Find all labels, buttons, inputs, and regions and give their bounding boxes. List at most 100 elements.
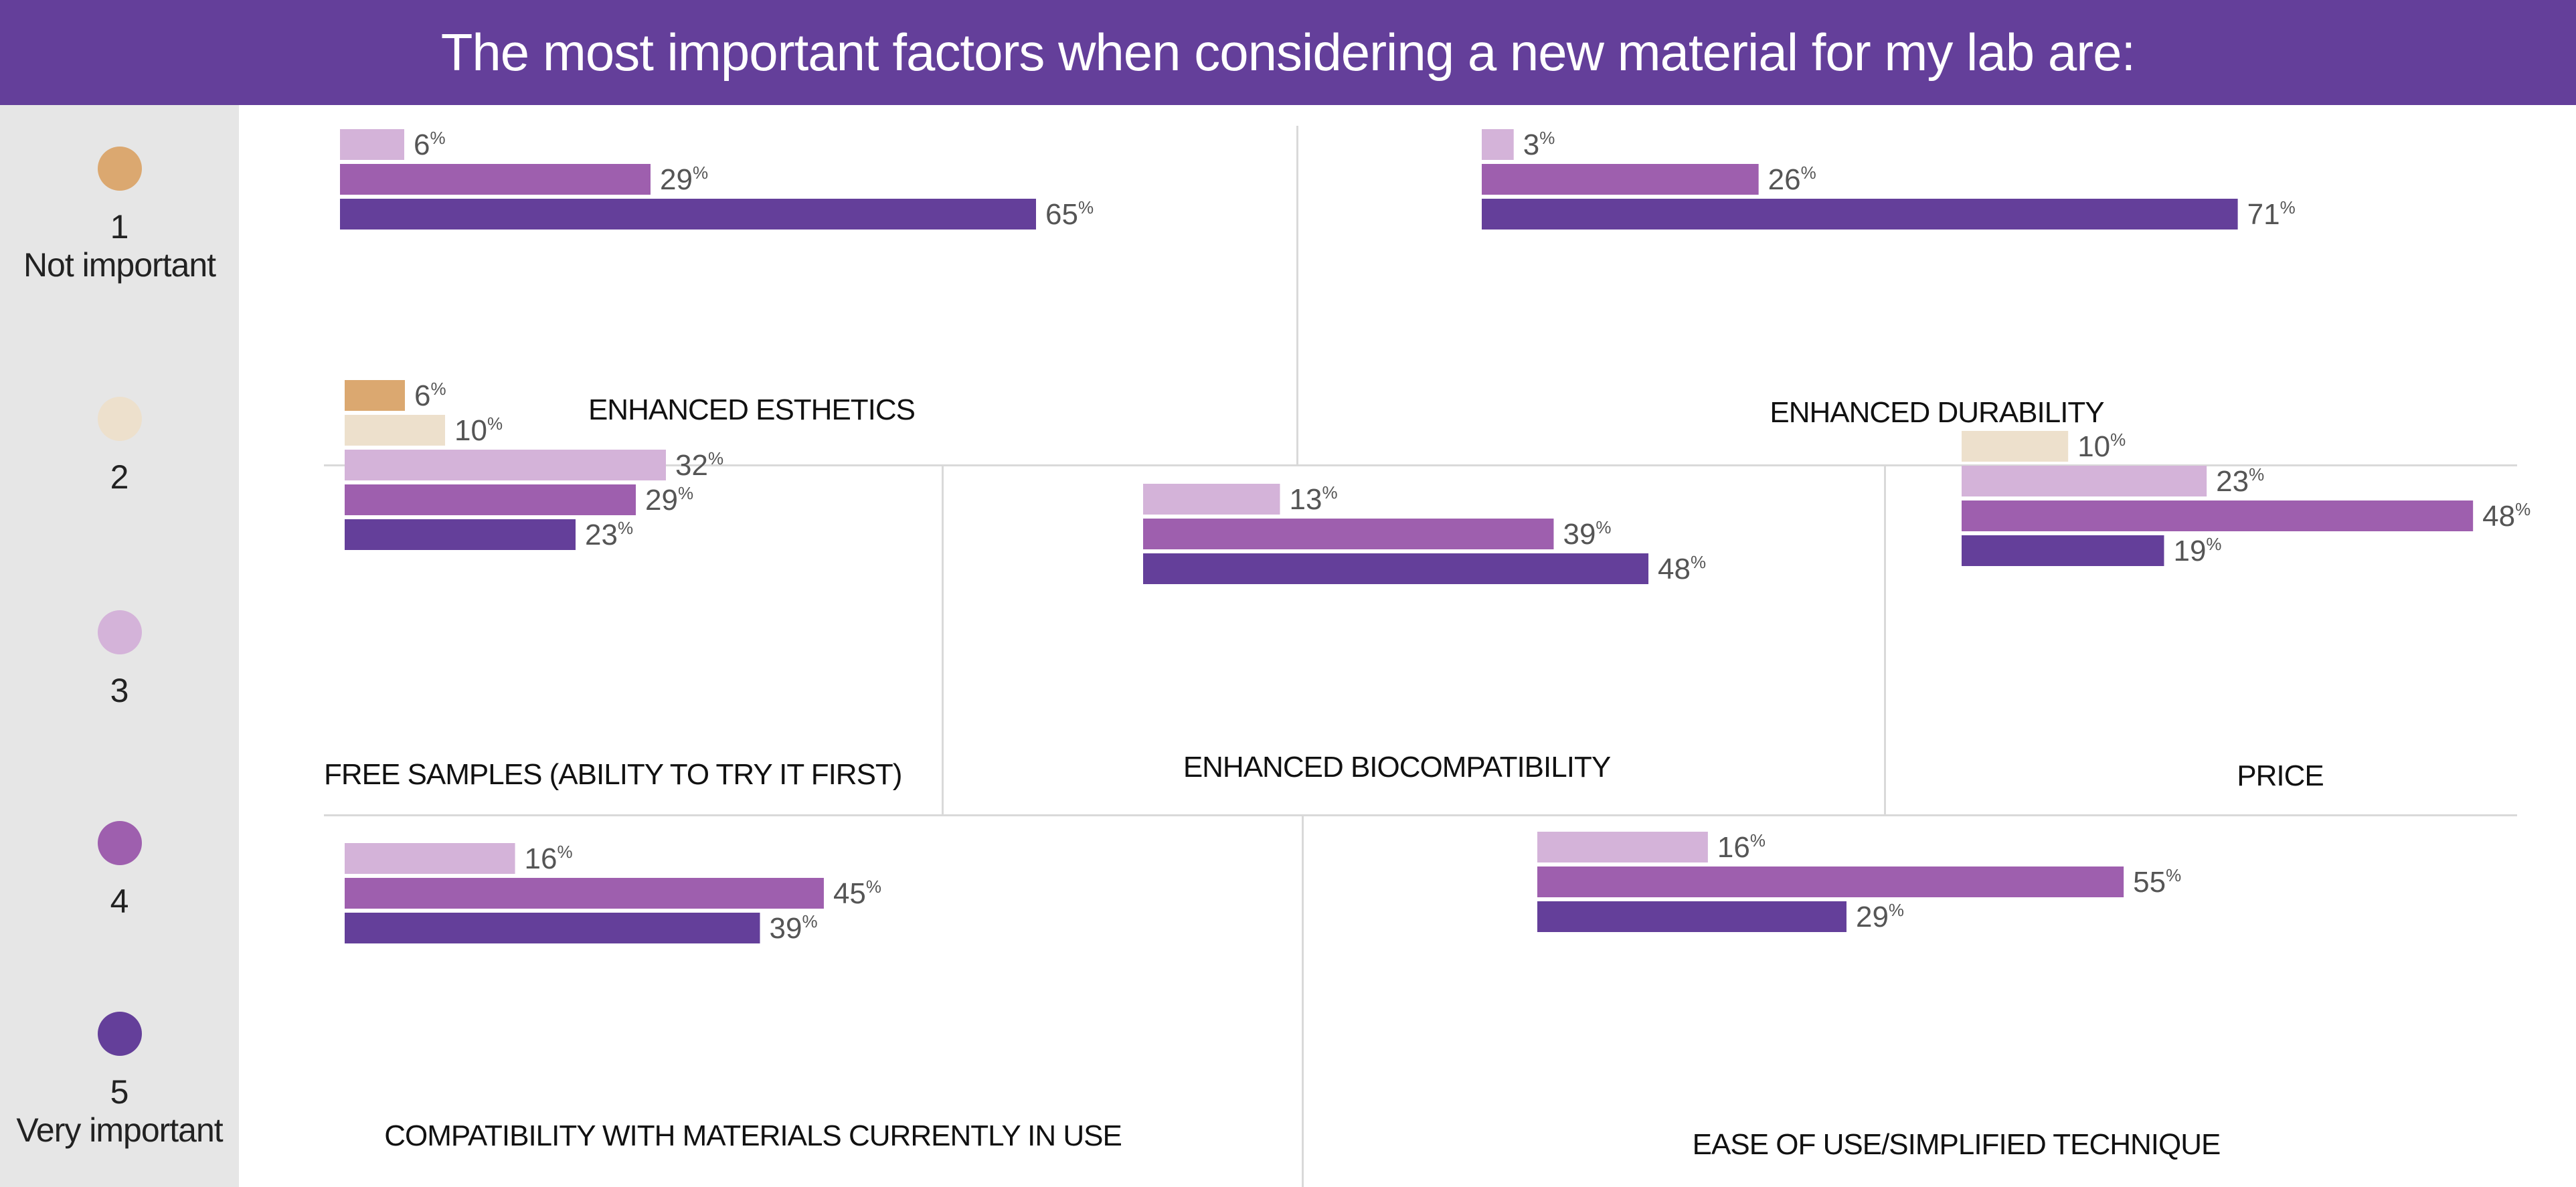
chart-panel-price: 10% 23% 48% 19% PRICE: [1962, 430, 2530, 792]
legend-number: 5: [110, 1073, 129, 1111]
bar-value-label: 6%: [414, 128, 446, 161]
legend-dot-5: [97, 1012, 142, 1056]
legend-dot-2: [97, 397, 142, 441]
bar-value-label: 39%: [769, 911, 817, 945]
percent-sign: %: [618, 518, 633, 538]
percent-sign: %: [557, 842, 573, 862]
divider-vertical-top: [1296, 126, 1298, 464]
percent-sign: %: [1322, 482, 1337, 503]
legend-item-1: 1 Not important: [0, 147, 239, 284]
divider-vertical-mid-1: [942, 466, 944, 814]
chart-panel-enhanced-esthetics: 6% 29% 65% ENHANCED ESTHETICS: [0, 0, 1296, 464]
percent-sign: %: [2110, 430, 2126, 450]
percent-sign: %: [2515, 499, 2530, 519]
chart-panel-compatibility: 16% 45% 39% COMPATIBILITY WITH MATERIALS C…: [345, 842, 1122, 1152]
legend-item-3: 3: [0, 610, 239, 709]
bar-rating-3: [345, 450, 666, 480]
bar-rating-5: [1482, 199, 2238, 230]
bar-rating-4: [1482, 164, 1759, 195]
percent-sign: %: [1539, 128, 1555, 148]
percent-sign: %: [2206, 534, 2221, 554]
bar-value-label: 71%: [2247, 197, 2296, 231]
chart-panel-free-samples: 6% 10% 32% 29% 23% FREE SAMPLES (ABILITY TO …: [0, 0, 942, 814]
bar-chart: 13%39%48%: [1143, 482, 1706, 585]
bar-rating-3: [1482, 129, 1514, 160]
divider-horizontal-1: [324, 464, 2517, 466]
chart-title: COMPATIBILITY WITH MATERIALS CURRENTLY I…: [384, 1119, 1122, 1152]
percent-sign: %: [802, 911, 817, 931]
bar-value-label: 6%: [414, 379, 446, 412]
bar-rating-5: [340, 199, 1036, 230]
legend-number: 2: [110, 458, 129, 496]
percent-sign: %: [2166, 865, 2181, 885]
divider-vertical-mid-2: [1884, 466, 1886, 814]
bar-rating-5: [345, 519, 576, 550]
percent-sign: %: [1691, 552, 1706, 572]
bar-chart: 6%10%32%29%23%: [345, 379, 723, 551]
legend-dot-4: [97, 821, 142, 865]
legend-number: 4: [110, 883, 129, 920]
bar-rating-3: [340, 129, 404, 160]
bar-value-label: 55%: [2133, 865, 2181, 899]
bar-rating-4: [340, 164, 651, 195]
bar-rating-4: [345, 878, 824, 909]
chart-panel-enhanced-durability: 3% 26% 71% ENHANCED DURABILITY: [0, 0, 2576, 464]
percent-sign: %: [2280, 197, 2296, 217]
percent-sign: %: [866, 877, 881, 897]
percent-sign: %: [430, 379, 446, 399]
bar-rating-4: [1537, 866, 2124, 897]
percent-sign: %: [2249, 464, 2264, 484]
bar-rating-3: [1537, 832, 1708, 862]
percent-sign: %: [1750, 830, 1766, 850]
rating-legend: 1 Not important 2 3 4 5 Very important: [0, 105, 239, 1187]
bar-rating-5: [345, 913, 760, 943]
legend-label: Not important: [23, 246, 216, 284]
bar-chart: 3%26%71%: [1482, 128, 2296, 231]
percent-sign: %: [693, 163, 708, 183]
bar-rating-5: [1962, 535, 2164, 566]
percent-sign: %: [487, 414, 503, 434]
percent-sign: %: [1889, 900, 1904, 920]
chart-title: FREE SAMPLES (ABILITY TO TRY IT FIRST): [324, 758, 902, 791]
divider-vertical-bottom: [1302, 816, 1304, 1187]
bar-rating-2: [345, 415, 445, 446]
divider-horizontal-2: [324, 814, 2517, 816]
percent-sign: %: [708, 448, 723, 468]
percent-sign: %: [430, 128, 445, 148]
chart-title: PRICE: [2237, 759, 2324, 792]
percent-sign: %: [1078, 197, 1094, 217]
bar-value-label: 29%: [1856, 900, 1904, 933]
bar-rating-5: [1143, 553, 1649, 584]
chart-title: ENHANCED DURABILITY: [1770, 396, 2104, 429]
bar-chart: 10%23%48%19%: [1962, 430, 2530, 567]
chart-title: ENHANCED BIOCOMPATIBILITY: [1183, 751, 1611, 784]
legend-item-2: 2: [0, 397, 239, 496]
chart-panel-enhanced-biocompatibility: 13% 39% 48% ENHANCED BIOCOMPATIBILITY: [1143, 482, 1706, 784]
percent-sign: %: [1801, 163, 1816, 183]
chart-title: ENHANCED ESTHETICS: [588, 393, 916, 426]
bar-rating-2: [1962, 431, 2069, 462]
legend-item-4: 4: [0, 821, 239, 920]
bar-rating-3: [1962, 466, 2207, 496]
legend-dot-3: [97, 610, 142, 654]
bar-rating-1: [345, 380, 405, 411]
bar-chart: 16%45%39%: [345, 842, 881, 945]
percent-sign: %: [678, 483, 693, 503]
legend-label: Very important: [16, 1111, 223, 1149]
bar-rating-5: [1537, 901, 1847, 932]
chart-title: EASE OF USE/SIMPLIFIED TECHNIQUE: [1692, 1128, 2221, 1161]
bar-rating-3: [345, 843, 515, 874]
percent-sign: %: [1596, 517, 1611, 537]
legend-number: 3: [110, 672, 129, 709]
page-title: The most important factors when consider…: [0, 0, 2576, 105]
legend-item-5: 5 Very important: [0, 1012, 239, 1150]
bar-chart: 6%29%65%: [340, 128, 1094, 231]
bar-value-label: 16%: [1717, 830, 1766, 864]
bar-rating-4: [1143, 519, 1554, 549]
bar-rating-4: [1962, 500, 2474, 531]
legend-dot-1: [97, 147, 142, 191]
bar-rating-3: [1143, 484, 1280, 515]
bar-rating-4: [345, 484, 636, 515]
